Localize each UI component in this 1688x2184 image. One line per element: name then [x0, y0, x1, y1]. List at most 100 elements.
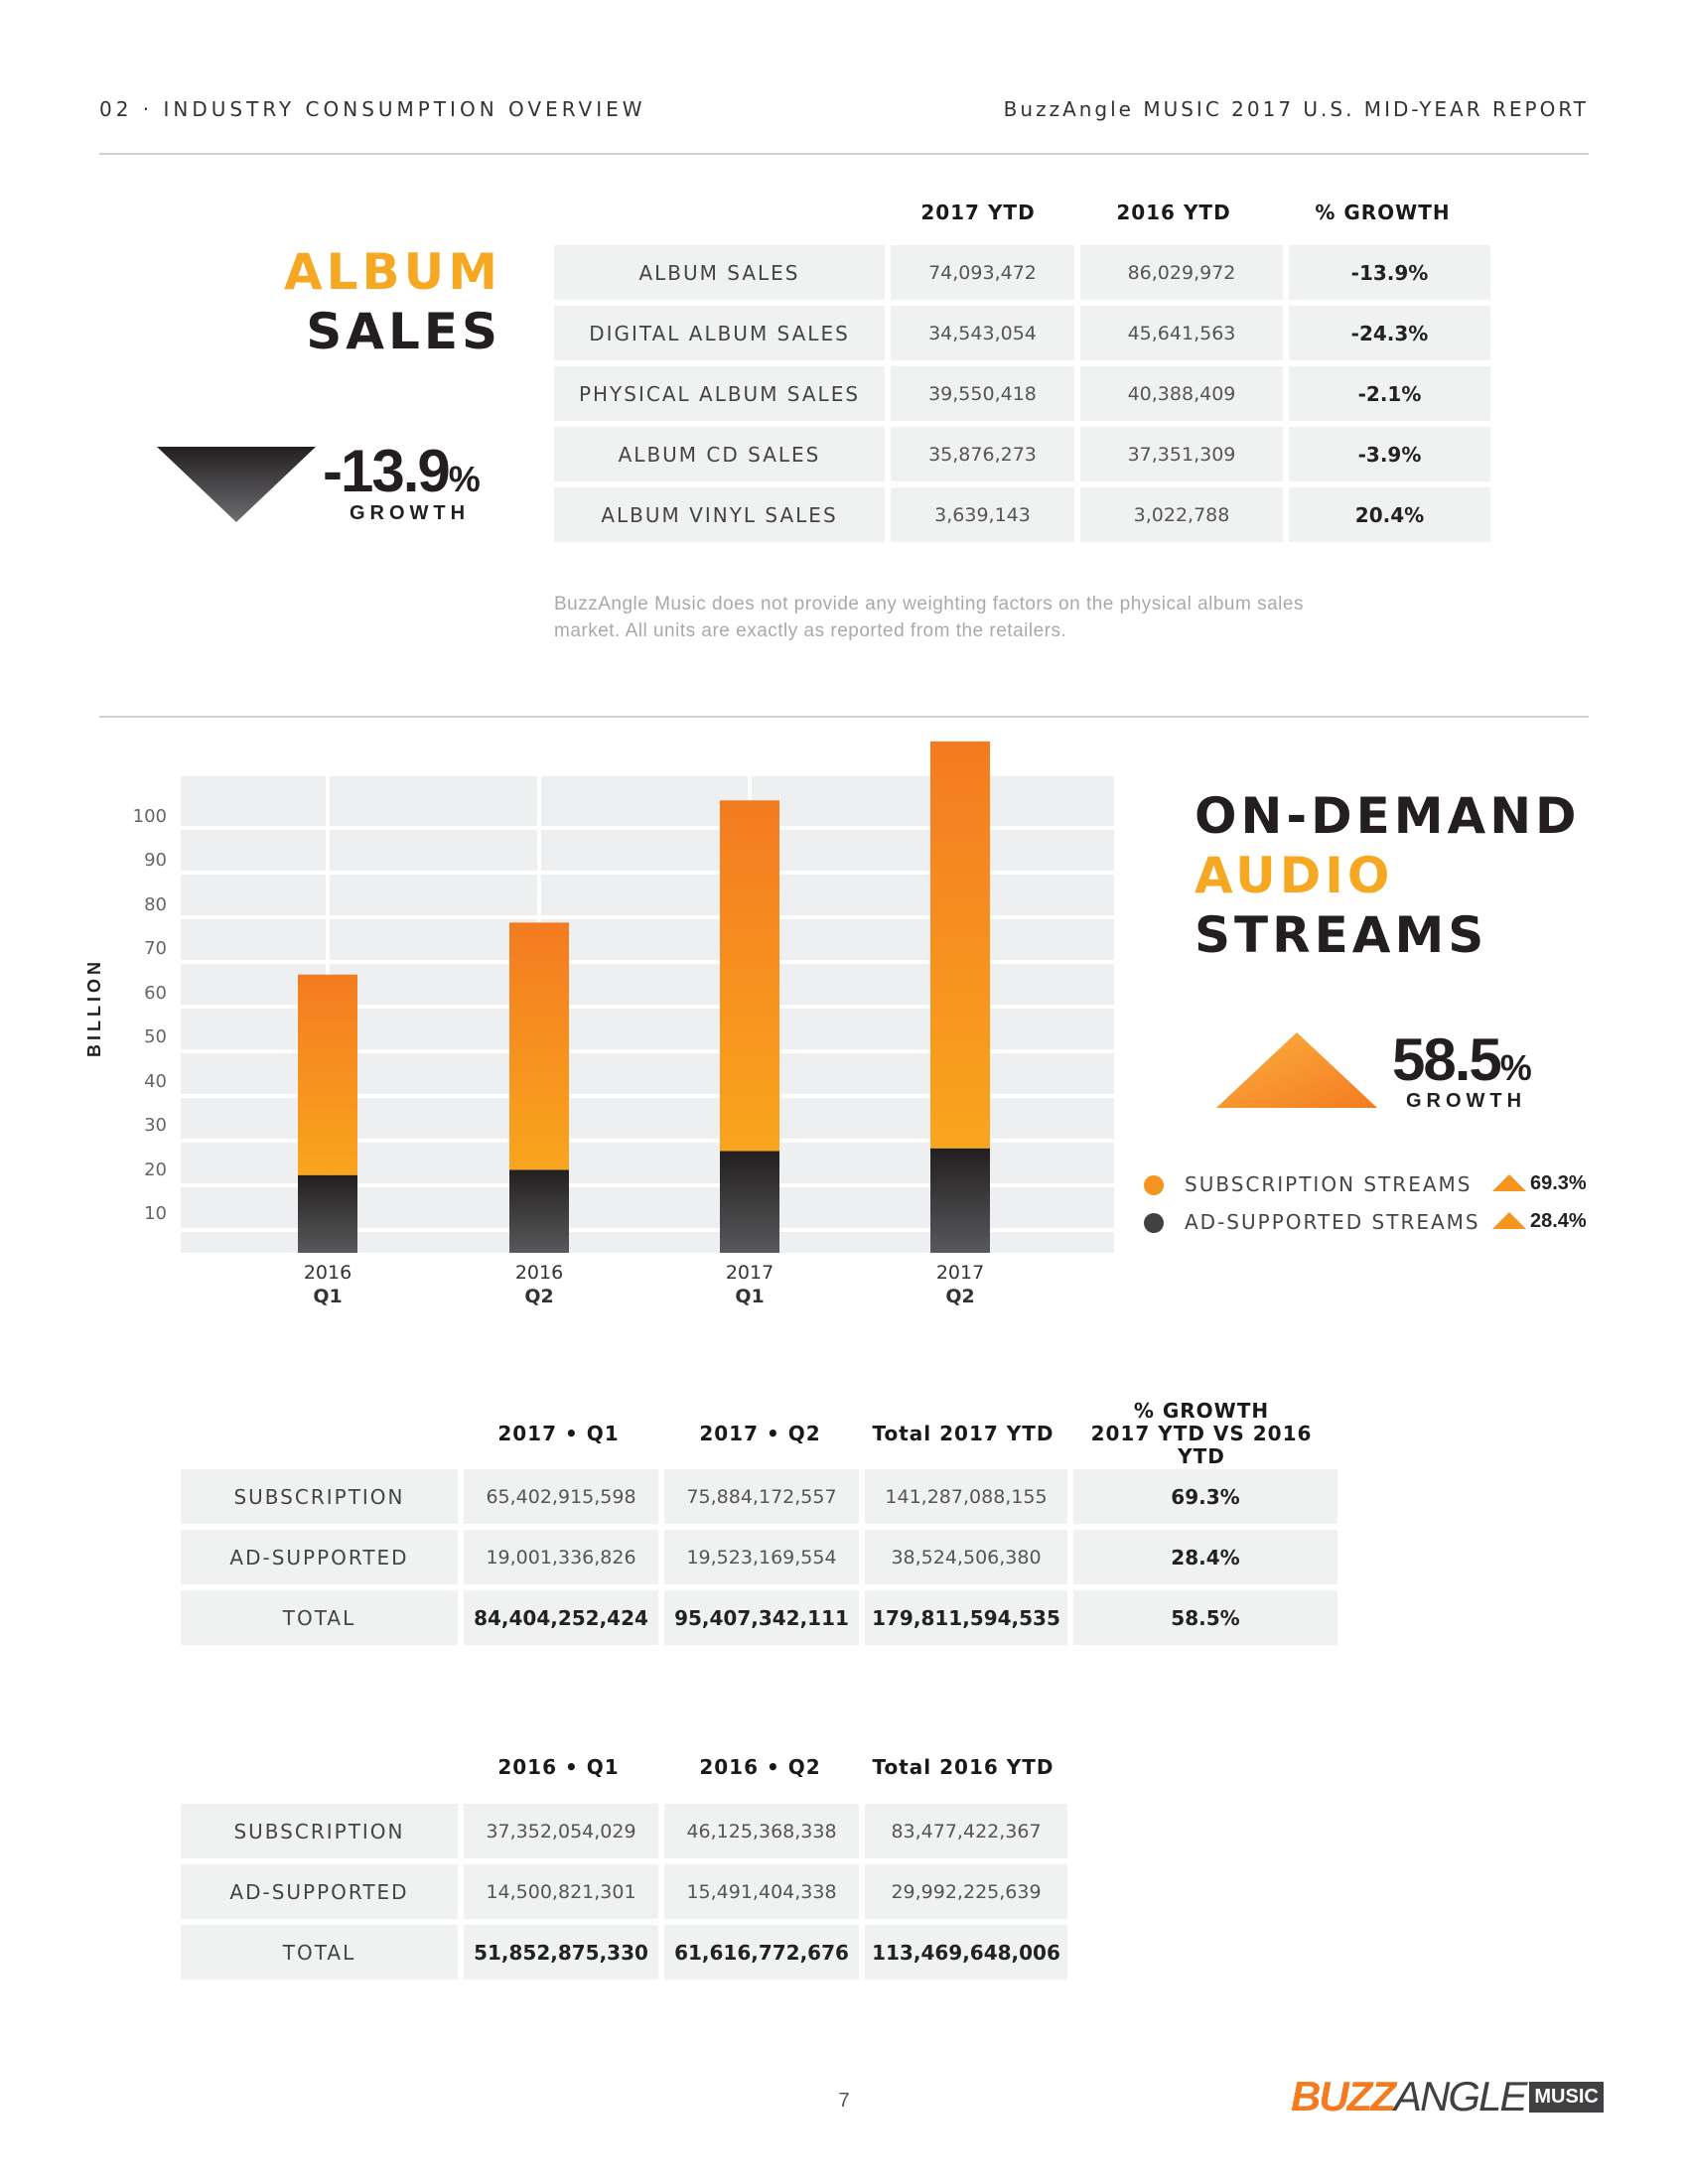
table2016-cell-label: TOTAL	[181, 1925, 458, 1979]
chart-xtick-quarter: Q2	[945, 1286, 975, 1307]
table2017-cell-growth: 28.4%	[1073, 1530, 1337, 1584]
bar-adsupported	[720, 1151, 779, 1253]
chart-ytick: 80	[144, 893, 167, 915]
bar-adsupported	[509, 1169, 569, 1253]
chart-ytick: 30	[144, 1115, 167, 1136]
bar-subscription	[509, 922, 569, 1170]
chart-ytick: 100	[132, 805, 167, 827]
table2017-cell-label: AD-SUPPORTED	[181, 1530, 458, 1584]
table2017-cell-q1: 65,402,915,598	[464, 1469, 658, 1524]
album-cell-y2017: 3,639,143	[891, 487, 1074, 542]
album-cell-label: ALBUM SALES	[554, 245, 885, 300]
album-cell-growth: -3.9%	[1289, 427, 1490, 481]
legend-value-adsupported: 28.4%	[1530, 1210, 1587, 1232]
report-title-header: BuzzAngle MUSIC 2017 U.S. MID-YEAR REPOR…	[1003, 97, 1589, 121]
album-cell-label: ALBUM VINYL SALES	[554, 487, 885, 542]
t2017-growth-header-line2: 2017 YTD VS 2016 YTD	[1090, 1422, 1313, 1468]
chart-xtick-year: 2016	[303, 1262, 352, 1284]
table2016-cell-total: 83,477,422,367	[865, 1804, 1067, 1858]
section-header: 02 · INDUSTRY CONSUMPTION OVERVIEW	[99, 97, 646, 121]
album-growth-number: -13.9	[323, 438, 451, 504]
album-growth-value: -13.9%	[323, 437, 481, 505]
table2017-cell-label: TOTAL	[181, 1590, 458, 1645]
album-cell-label: ALBUM CD SALES	[554, 427, 885, 481]
album-cell-y2016: 3,022,788	[1080, 487, 1283, 542]
album-title-line2: SALES	[306, 303, 501, 360]
table2016-cell-q1: 14,500,821,301	[464, 1864, 658, 1919]
album-col-growth: % GROWTH	[1315, 201, 1451, 224]
logo-music: MUSIC	[1529, 2081, 1604, 2113]
streams-growth-value: 58.5%	[1392, 1025, 1532, 1094]
logo-buzz: BUZZ	[1291, 2073, 1396, 2119]
t2016-col-q2: 2016 • Q2	[699, 1755, 821, 1779]
table2016-cell-label: AD-SUPPORTED	[181, 1864, 458, 1919]
chart-xtick-quarter: Q1	[735, 1286, 765, 1307]
chart-xtick: 2017 Q2	[901, 1261, 1020, 1308]
chart-xtick-quarter: Q2	[524, 1286, 554, 1307]
table2017-cell-q2: 75,884,172,557	[664, 1469, 859, 1524]
table2016-cell-q1: 37,352,054,029	[464, 1804, 658, 1858]
t2017-growth-header-line1: % GROWTH	[1133, 1399, 1270, 1423]
t2017-col-q2: 2017 • Q2	[699, 1422, 821, 1445]
album-cell-y2017: 39,550,418	[891, 366, 1074, 421]
legend-up-icon-subscription	[1492, 1174, 1526, 1191]
album-growth-percent: %	[448, 459, 481, 499]
album-cell-growth: -24.3%	[1289, 306, 1490, 360]
table2017-cell-q1: 84,404,252,424	[464, 1590, 658, 1645]
chart-ytick: 90	[144, 850, 167, 871]
streams-bar-chart	[181, 741, 1114, 1253]
album-note-line1: BuzzAngle Music does not provide any wei…	[554, 594, 1304, 614]
legend-label-subscription: SUBSCRIPTION STREAMS	[1185, 1172, 1473, 1196]
legend-value-subscription: 69.3%	[1530, 1172, 1587, 1194]
table2017-cell-growth: 69.3%	[1073, 1469, 1337, 1524]
chart-xtick: 2016 Q1	[268, 1261, 387, 1308]
album-col-2016: 2016 YTD	[1116, 201, 1231, 224]
table2017-cell-q1: 19,001,336,826	[464, 1530, 658, 1584]
album-cell-y2016: 40,388,409	[1080, 366, 1283, 421]
album-cell-label: DIGITAL ALBUM SALES	[554, 306, 885, 360]
legend-dot-adsupported	[1144, 1213, 1164, 1233]
streams-title-line1: ON-DEMAND	[1195, 787, 1581, 845]
album-cell-growth: -2.1%	[1289, 366, 1490, 421]
album-cell-label: PHYSICAL ALBUM SALES	[554, 366, 885, 421]
chart-xtick: 2017 Q1	[690, 1261, 809, 1308]
table2016-cell-label: SUBSCRIPTION	[181, 1804, 458, 1858]
bar-subscription	[930, 741, 990, 1149]
table2017-cell-total: 179,811,594,535	[865, 1590, 1067, 1645]
table2017-cell-growth: 58.5%	[1073, 1590, 1337, 1645]
album-cell-y2016: 86,029,972	[1080, 245, 1283, 300]
table2017-cell-total: 38,524,506,380	[865, 1530, 1067, 1584]
streams-title-line3: STREAMS	[1195, 906, 1488, 964]
table2017-cell-q2: 95,407,342,111	[664, 1590, 859, 1645]
down-triangle-icon	[157, 447, 316, 522]
section-divider	[99, 716, 1589, 718]
chart-ytick: 10	[144, 1203, 167, 1224]
album-cell-growth: -13.9%	[1289, 245, 1490, 300]
chart-ytick: 20	[144, 1159, 167, 1180]
album-cell-y2016: 45,641,563	[1080, 306, 1283, 360]
table2017-cell-q2: 19,523,169,554	[664, 1530, 859, 1584]
t2017-col-growth: % GROWTH 2017 YTD VS 2016 YTD	[1067, 1400, 1336, 1468]
album-growth-label: GROWTH	[350, 502, 471, 524]
table2017-cell-label: SUBSCRIPTION	[181, 1469, 458, 1524]
album-note-line2: market. All units are exactly as reporte…	[554, 620, 1067, 641]
album-cell-y2017: 74,093,472	[891, 245, 1074, 300]
bar-adsupported	[930, 1148, 990, 1253]
table2016-cell-q2: 15,491,404,338	[664, 1864, 859, 1919]
chart-xtick: 2016 Q2	[480, 1261, 599, 1308]
bar-subscription	[720, 800, 779, 1152]
chart-xtick-quarter: Q1	[313, 1286, 343, 1307]
album-col-2017: 2017 YTD	[920, 201, 1036, 224]
album-cell-y2016: 37,351,309	[1080, 427, 1283, 481]
chart-xtick-year: 2017	[725, 1262, 774, 1284]
chart-ytick: 60	[144, 982, 167, 1004]
chart-ytick: 70	[144, 938, 167, 959]
t2017-col-q1: 2017 • Q1	[497, 1422, 620, 1445]
t2017-col-total: Total 2017 YTD	[872, 1422, 1055, 1445]
album-cell-growth: 20.4%	[1289, 487, 1490, 542]
legend-label-adsupported: AD-SUPPORTED STREAMS	[1185, 1210, 1480, 1234]
chart-xtick-year: 2017	[935, 1262, 985, 1284]
chart-ytick: 40	[144, 1070, 167, 1092]
logo-angle: ANGLE	[1393, 2073, 1527, 2119]
table2016-cell-total: 29,992,225,639	[865, 1864, 1067, 1919]
